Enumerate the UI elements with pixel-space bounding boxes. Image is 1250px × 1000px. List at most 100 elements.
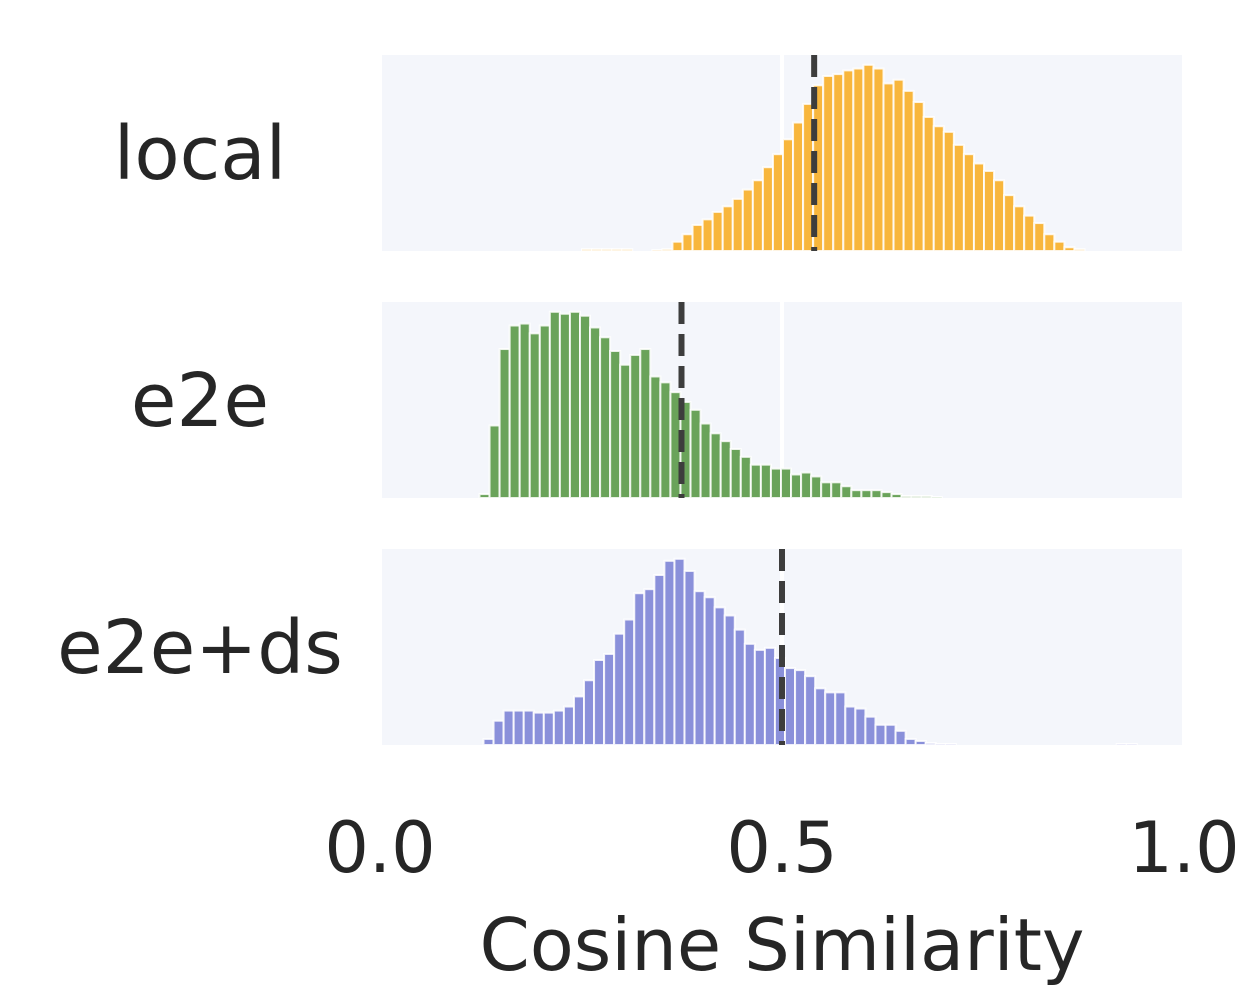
histogram-bar xyxy=(894,729,907,746)
histogram-bar xyxy=(629,353,642,500)
histogram-bar xyxy=(478,493,491,499)
histogram-bar xyxy=(581,248,594,253)
histogram-bar xyxy=(611,248,624,253)
histogram-bar xyxy=(914,739,927,746)
histogram-bar xyxy=(753,648,766,747)
histogram-bar xyxy=(623,618,636,746)
histogram-bar xyxy=(874,723,887,746)
histogram-bar xyxy=(944,742,957,746)
histogram-bar xyxy=(548,310,561,499)
histogram-bar xyxy=(691,223,704,253)
histogram-bar xyxy=(552,709,565,747)
row-label-e2e: e2e xyxy=(131,358,269,444)
histogram-bar xyxy=(972,162,986,252)
histogram-bar xyxy=(1053,240,1066,253)
x-axis-title: Cosine Similarity xyxy=(479,903,1084,987)
histogram-bar xyxy=(651,249,664,253)
histogram-bar xyxy=(922,115,935,252)
histogram-bar xyxy=(749,463,762,499)
histogram-bar xyxy=(854,707,867,747)
histogram-bar xyxy=(932,125,945,252)
histogram-bar xyxy=(934,742,947,746)
histogram-bar xyxy=(743,642,756,746)
histogram-bar xyxy=(739,455,752,499)
histogram-bar xyxy=(993,179,1006,252)
histogram-bar xyxy=(709,432,722,500)
histogram-bar xyxy=(844,705,857,747)
histogram-bar xyxy=(639,348,652,500)
histogram-bar xyxy=(751,179,764,252)
histogram-bar xyxy=(633,592,646,747)
histogram-bar xyxy=(528,332,541,499)
histogram-bar xyxy=(771,153,785,252)
histogram-bar xyxy=(659,381,672,499)
histogram-bar xyxy=(814,687,827,747)
panel-local xyxy=(378,55,1186,253)
histogram-bar xyxy=(589,326,602,500)
histogram-bar xyxy=(840,485,853,499)
histogram-bar xyxy=(850,489,863,500)
histogram-bar xyxy=(498,348,511,500)
histogram-bar xyxy=(1073,248,1086,253)
histogram-bar xyxy=(671,240,684,253)
histogram-bar xyxy=(872,67,885,252)
histogram-bar xyxy=(508,324,521,499)
histogram-bar xyxy=(862,63,875,252)
histogram-bar xyxy=(578,314,592,499)
panel-e2e xyxy=(378,302,1186,500)
histogram-bar xyxy=(701,218,714,252)
histogram-bar xyxy=(1115,742,1128,746)
histogram-bar xyxy=(1013,205,1026,252)
histogram-bar xyxy=(522,709,535,747)
histogram-bar xyxy=(593,658,606,747)
histogram-bar xyxy=(860,489,873,500)
histogram-bar xyxy=(643,588,656,746)
row-label-e2e-ds: e2e+ds xyxy=(57,605,343,691)
histogram-bar xyxy=(912,101,925,253)
histogram-bar xyxy=(892,78,905,252)
histogram-bar xyxy=(731,197,744,252)
histogram-bar xyxy=(661,248,674,253)
histogram-bar xyxy=(693,590,706,747)
histogram-bar xyxy=(782,138,795,252)
histogram-bar xyxy=(834,691,847,746)
histogram-bar xyxy=(689,408,702,499)
histogram-bar xyxy=(1003,194,1016,252)
histogram-bar xyxy=(792,121,805,252)
histogram-bar xyxy=(830,481,843,500)
histogram-bar xyxy=(719,440,732,500)
histogram-bar xyxy=(890,493,903,499)
histogram-bar xyxy=(673,557,686,746)
histogram-bar xyxy=(902,89,915,252)
histogram-bar xyxy=(790,473,803,500)
histogram-bar xyxy=(824,691,837,746)
histogram-bar xyxy=(512,709,525,747)
histogram-bar xyxy=(822,74,835,252)
row-labels: local e2e e2e+ds xyxy=(57,111,343,691)
x-tick-label: 1.0 xyxy=(1128,807,1239,889)
histogram-bar xyxy=(759,463,772,499)
histogram-bar xyxy=(601,248,614,253)
panel-e2e-ds xyxy=(378,549,1186,747)
histogram-bar xyxy=(723,614,736,746)
histogram-bar xyxy=(729,448,742,499)
histogram-bar xyxy=(699,422,712,499)
histogram-bar xyxy=(1033,222,1046,253)
histogram-bar xyxy=(482,737,495,747)
histogram-bar xyxy=(683,569,696,746)
histogram-bar xyxy=(663,559,676,746)
histogram-bar xyxy=(733,628,746,747)
histogram-bar xyxy=(930,496,943,499)
histogram-bar xyxy=(492,719,505,747)
histogram-bar xyxy=(532,711,545,746)
histogram-bar xyxy=(800,471,813,499)
histogram-bar xyxy=(920,495,933,500)
histogram-bar xyxy=(904,737,917,747)
histogram-bar xyxy=(864,715,877,747)
histogram-bar xyxy=(952,143,965,252)
histogram-bar xyxy=(488,424,501,500)
histogram-bar xyxy=(852,67,865,252)
histogram-bar xyxy=(942,130,955,252)
histogram-bar xyxy=(713,606,726,746)
histogram-bar xyxy=(609,350,622,499)
